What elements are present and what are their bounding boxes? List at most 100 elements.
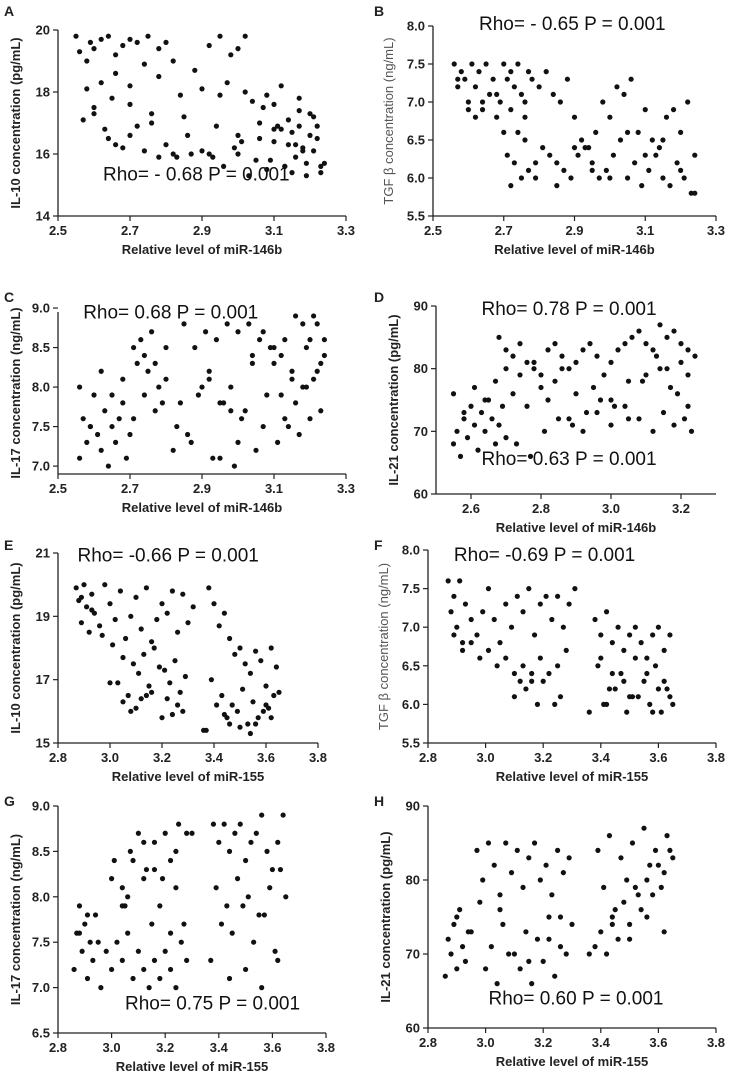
panel-letter-d: D [374, 289, 384, 305]
data-point [145, 33, 151, 39]
data-point [459, 647, 466, 653]
data-point [517, 341, 523, 347]
y-tick-label: 19 [36, 609, 50, 624]
y-tick-label: 21 [36, 546, 50, 561]
data-point [546, 914, 552, 920]
x-tick-label: 2.5 [49, 223, 67, 238]
correlation-stat: Rho= - 0.68 P = 0.001 [103, 164, 290, 185]
data-point [608, 397, 614, 403]
data-point [464, 435, 471, 441]
data-point [529, 678, 535, 684]
data-point [656, 145, 663, 151]
data-point [296, 95, 302, 101]
data-point [201, 727, 207, 733]
data-point [511, 670, 517, 677]
data-point [128, 613, 134, 619]
data-point [231, 145, 237, 151]
data-point [264, 848, 270, 855]
data-point [232, 830, 238, 836]
data-point [685, 372, 691, 378]
data-point [206, 42, 212, 49]
data-point [471, 422, 478, 428]
data-point [504, 152, 510, 158]
data-point [263, 702, 269, 708]
data-point [624, 709, 630, 715]
data-point [189, 830, 195, 836]
data-point [523, 686, 529, 692]
data-point [203, 329, 209, 335]
data-point [554, 160, 560, 166]
x-axis-label: Relative level of miR-146b [122, 500, 282, 515]
data-point [664, 366, 670, 372]
data-point [141, 148, 147, 154]
panel-letter-c: C [4, 289, 14, 305]
data-point [156, 73, 162, 80]
data-point [146, 985, 152, 991]
data-point [163, 376, 169, 382]
data-point [163, 142, 169, 148]
data-point [523, 929, 529, 935]
data-point [451, 632, 457, 638]
correlation-stat: Rho= -0.66 P = 0.001 [78, 546, 259, 567]
data-point [180, 591, 186, 597]
data-point [569, 422, 576, 428]
data-point [246, 321, 252, 327]
data-point [522, 137, 528, 143]
x-tick-label: 2.8 [49, 750, 67, 765]
data-point [457, 578, 463, 584]
data-point [462, 601, 469, 607]
data-point [173, 885, 179, 891]
data-point [138, 337, 144, 343]
data-point [73, 585, 79, 591]
data-point [560, 624, 566, 630]
y-axis-label: IL-21 concentration (pg/mL) [378, 831, 393, 1002]
data-point [685, 347, 691, 353]
data-point [109, 95, 115, 101]
data-point [589, 160, 595, 166]
data-point [188, 151, 194, 157]
data-point [496, 422, 502, 428]
data-point [259, 985, 265, 991]
data-point [267, 344, 273, 351]
correlation-stat-2: Rho= 0.63 P = 0.001 [482, 449, 657, 470]
data-point [177, 92, 183, 98]
data-point [617, 137, 624, 143]
data-point [560, 870, 566, 876]
x-tick-label: 3.6 [263, 1040, 281, 1055]
data-point [540, 678, 546, 684]
data-point [115, 680, 121, 686]
data-point [514, 847, 520, 854]
data-point [587, 341, 593, 347]
data-point [671, 422, 677, 428]
data-point [253, 721, 259, 727]
data-point [303, 173, 309, 179]
data-point [586, 709, 592, 715]
data-point [107, 601, 113, 607]
data-point [511, 84, 517, 90]
y-tick-label: 8.0 [32, 889, 50, 904]
data-point [549, 616, 555, 623]
data-point [227, 721, 233, 727]
x-tick-label: 3.0 [477, 750, 495, 765]
data-point [670, 107, 677, 113]
data-point [563, 647, 569, 653]
data-point [242, 661, 248, 667]
correlation-stat: Rho= -0.69 P = 0.001 [454, 545, 635, 566]
data-point [465, 99, 471, 105]
data-point [647, 862, 653, 868]
data-point [282, 163, 288, 169]
data-point [515, 129, 521, 135]
data-point [178, 939, 184, 945]
data-point [275, 957, 281, 963]
data-point [314, 123, 320, 129]
data-point [206, 368, 212, 374]
data-point [491, 862, 497, 868]
data-point [136, 670, 142, 676]
data-point [311, 313, 317, 319]
data-point [256, 912, 262, 918]
correlation-stat: Rho= - 0.65 P = 0.001 [479, 14, 666, 35]
data-point [461, 416, 467, 422]
data-point [625, 378, 632, 384]
data-point [525, 69, 532, 75]
x-tick-label: 3.1 [265, 223, 283, 238]
